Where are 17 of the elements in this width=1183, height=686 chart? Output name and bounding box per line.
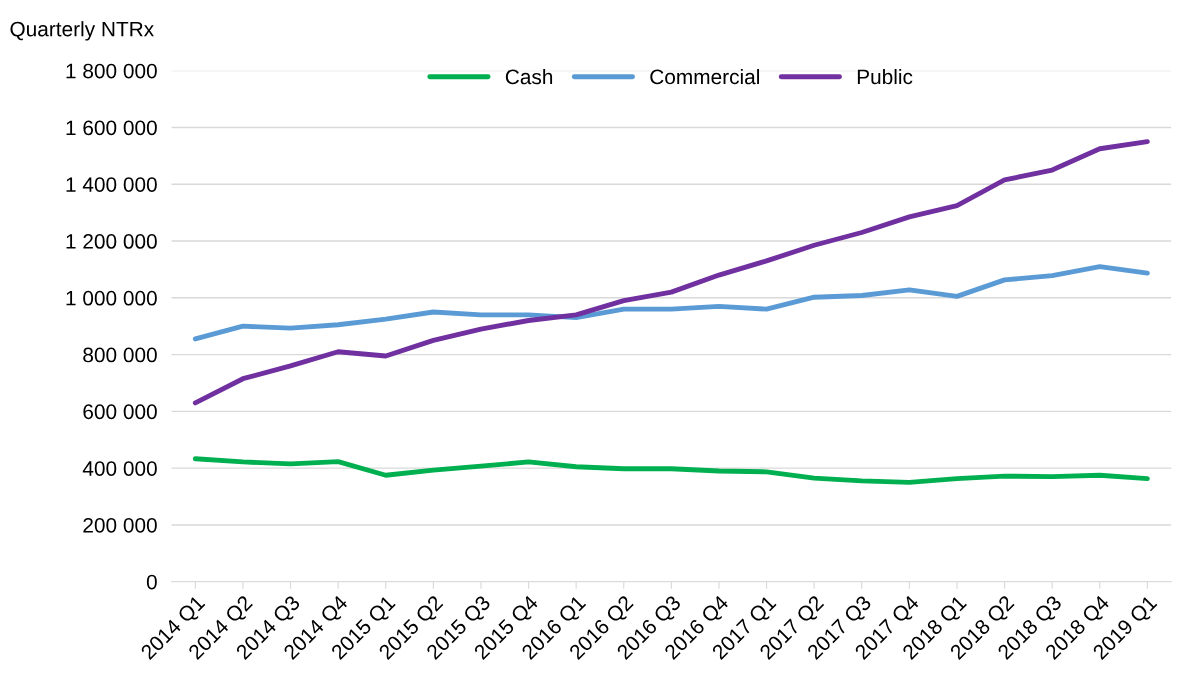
y-tick-label: 1 000 000 (66, 290, 157, 306)
line-series (192, 139, 1150, 406)
legend-label: Public (857, 68, 913, 85)
y-tick-label: 0 (146, 574, 157, 590)
y-tick-label: 800 000 (83, 347, 157, 363)
y-tick-label: 1 200 000 (66, 234, 157, 249)
line-series (192, 264, 1150, 342)
line-series (192, 456, 1150, 485)
y-tick-label: 1 400 000 (66, 177, 157, 192)
legend-label: Commercial (650, 68, 759, 85)
y-tick-label: 1 600 000 (66, 120, 157, 136)
y-axis-title: Quarterly NTRx (10, 21, 154, 41)
y-tick-label: 600 000 (83, 404, 157, 420)
y-tick-label: 400 000 (82, 461, 157, 476)
legend-label: Cash (505, 68, 553, 85)
y-tick-label: 200 000 (83, 517, 157, 533)
y-tick-label: 1 800 000 (66, 63, 157, 79)
